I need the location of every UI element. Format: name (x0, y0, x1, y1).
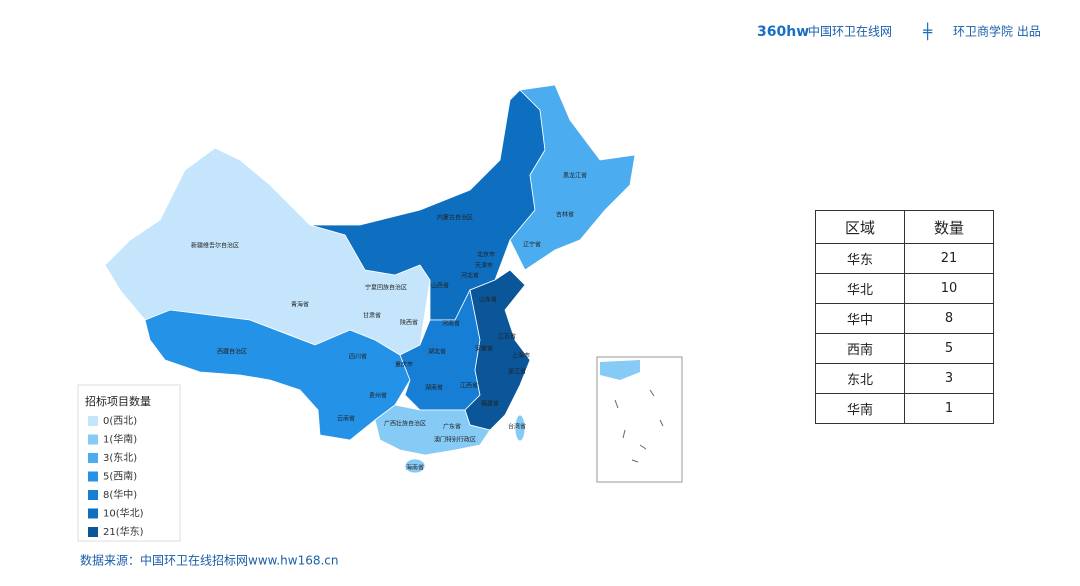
table-cell: 10 (904, 273, 994, 304)
province-label: 北京市 (477, 251, 495, 259)
province-label: 海南省 (406, 464, 424, 472)
legend-label: 1(华南) (103, 433, 137, 446)
province-label: 甘肃省 (363, 312, 381, 320)
province-label: 河南省 (442, 320, 460, 328)
legend-title: 招标项目数量 (85, 394, 151, 408)
legend-swatch (88, 527, 98, 537)
region-table: 区域 数量 华东 21 华北 10 华中 8 西南 5 东北 3 华南 1 (815, 210, 994, 424)
table-cell: 西南 (815, 333, 905, 364)
legend-swatch (88, 490, 98, 500)
region-southwest (144, 309, 411, 441)
table-row: 华北 10 (815, 273, 994, 304)
brand2: 环卫商学院 出品 (953, 24, 1041, 39)
brand-icon: ╪ (922, 22, 933, 41)
table-header-cell: 数量 (904, 210, 994, 244)
province-label: 四川省 (349, 353, 367, 361)
province-label: 安徽省 (475, 345, 493, 353)
legend-label: 5(西南) (103, 470, 137, 483)
province-label: 湖南省 (425, 384, 443, 392)
province-label: 内蒙古自治区 (437, 214, 473, 222)
region-east (464, 269, 531, 431)
legend-label: 0(西北) (103, 415, 137, 427)
region-south (374, 404, 491, 456)
region-hainan (404, 458, 426, 474)
legend-swatch (88, 434, 98, 445)
region-northeast (509, 84, 636, 271)
table-cell: 华中 (815, 303, 905, 334)
brand: 中国环卫在线网 (808, 24, 892, 39)
province-label: 广东省 (443, 423, 461, 431)
table-cell: 华南 (815, 393, 905, 424)
province-label: 湖北省 (428, 348, 446, 356)
inset-islands (614, 389, 664, 463)
legend-swatch (88, 453, 98, 463)
table-header-cell: 区域 (815, 210, 905, 244)
legend-label: 21(华东) (103, 525, 144, 538)
province-label: 江苏省 (498, 333, 516, 341)
province-label: 江西省 (460, 382, 478, 390)
province-label: 宁夏回族自治区 (365, 284, 407, 292)
table-cell: 8 (904, 303, 994, 334)
table-cell: 东北 (815, 363, 905, 394)
south-sea-inset (596, 356, 683, 483)
table-cell: 21 (904, 243, 994, 274)
province-label: 云南省 (337, 415, 355, 423)
province-label: 天津市 (475, 262, 493, 270)
legend-label: 10(华北) (103, 507, 144, 520)
province-label: 贵州省 (369, 392, 387, 400)
province-label: 西藏自治区 (217, 348, 247, 356)
province-label: 重庆市 (395, 361, 413, 369)
legend-swatch (88, 508, 98, 519)
table-row: 东北 3 (815, 363, 994, 394)
table-cell: 华北 (815, 273, 905, 304)
province-label: 陕西省 (400, 319, 418, 327)
table-cell: 华东 (815, 243, 905, 274)
province-label: 吉林省 (556, 211, 574, 219)
legend-swatch (88, 471, 98, 482)
province-label: 广西壮族自治区 (384, 420, 426, 428)
table-row: 华南 1 (815, 393, 994, 424)
legend-label: 3(东北) (103, 451, 137, 464)
table-cell: 3 (904, 363, 994, 394)
table-header-row: 区域 数量 (815, 210, 994, 244)
province-label: 山西省 (431, 282, 449, 290)
province-label: 浙江省 (508, 368, 526, 376)
table-row: 华东 21 (815, 243, 994, 274)
inset-coast (600, 360, 640, 380)
logo: 360hw (757, 24, 809, 40)
legend-label: 8(华中) (103, 488, 137, 501)
source: 数据来源：中国环卫在线招标网www.hw168.cn (80, 553, 339, 568)
legend-swatch (88, 416, 98, 426)
province-label: 黑龙江省 (563, 172, 587, 180)
province-label: 福建省 (481, 400, 499, 408)
province-label: 上海市 (512, 352, 530, 360)
province-label: 河北省 (461, 272, 479, 280)
table-cell: 5 (904, 333, 994, 364)
table-row: 西南 5 (815, 333, 994, 364)
province-label: 新疆维吾尔自治区 (191, 242, 239, 250)
province-label: 青海省 (291, 301, 309, 309)
province-label: 山东省 (479, 296, 497, 304)
province-label: 台湾省 (508, 423, 526, 431)
province-label: 澳门特别行政区 (434, 436, 476, 444)
province-label: 辽宁省 (523, 241, 541, 249)
table-row: 华中 8 (815, 303, 994, 334)
region-taiwan (514, 414, 526, 442)
regions (104, 84, 636, 474)
table-cell: 1 (904, 393, 994, 424)
